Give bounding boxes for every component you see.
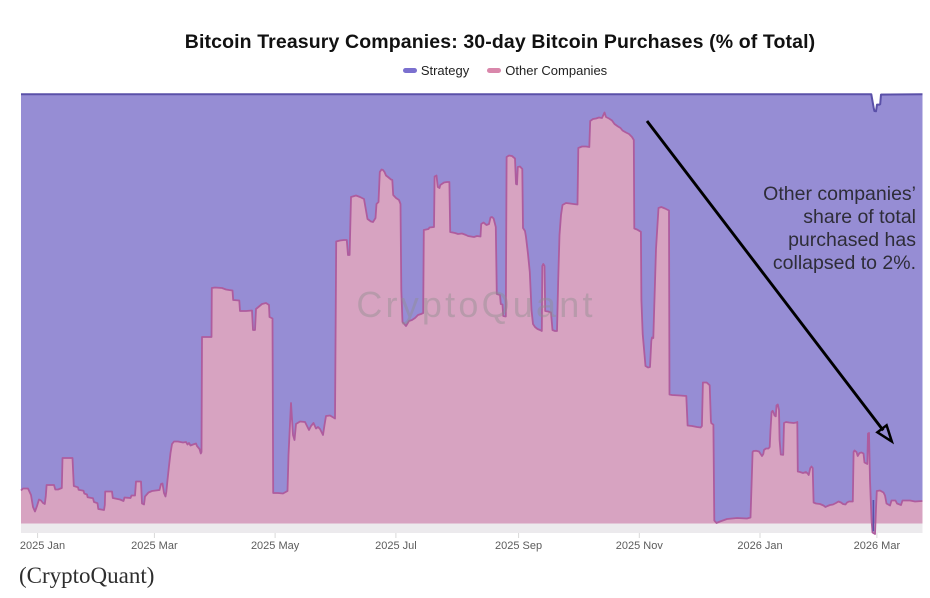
svg-text:CryptoQuant: CryptoQuant [356, 284, 595, 325]
